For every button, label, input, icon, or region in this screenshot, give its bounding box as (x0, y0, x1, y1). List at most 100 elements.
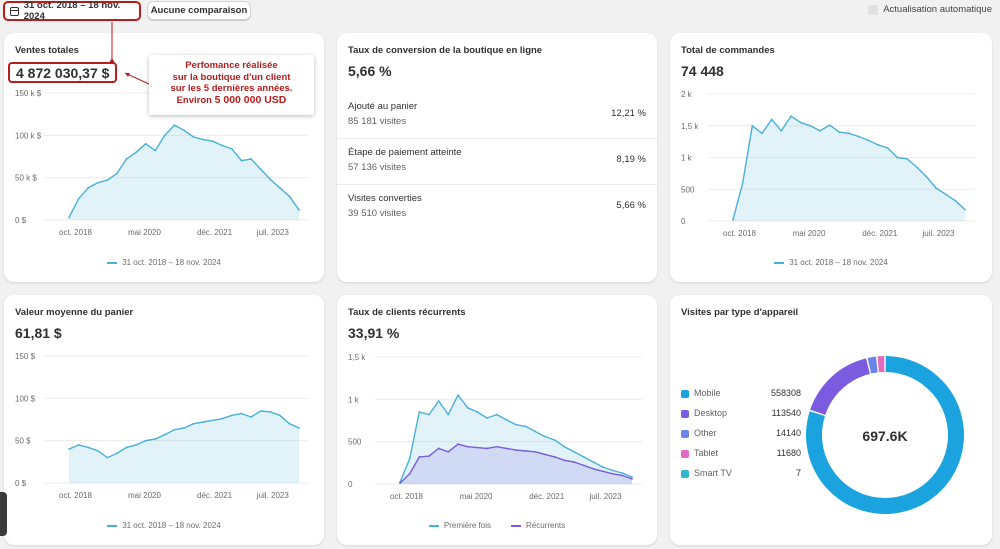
x-tick-label: juil. 2023 (256, 228, 290, 237)
data-point (250, 158, 252, 160)
donut-slice (810, 358, 870, 415)
device-legend-item[interactable]: Tablet 11680 (681, 446, 801, 466)
data-point (125, 446, 128, 449)
data-point (154, 438, 157, 440)
row-visits: 85 181 visites (348, 116, 407, 127)
x-tick-label: oct. 2018 (59, 228, 92, 237)
conversion-value: 5,66 % (348, 63, 392, 79)
device-legend-item[interactable]: Desktop 113540 (681, 406, 801, 426)
y-tick-label: 1,5 k (681, 122, 699, 131)
side-panel-handle[interactable] (0, 492, 7, 536)
data-point (515, 449, 517, 452)
device-value: 11680 (776, 448, 801, 458)
data-point (495, 445, 498, 448)
data-point (553, 439, 556, 441)
y-tick-label: 1,5 k (348, 353, 366, 362)
data-point (457, 394, 459, 396)
donut-slice (877, 356, 885, 373)
data-point (466, 406, 469, 409)
data-point (553, 456, 556, 458)
data-point (466, 445, 469, 448)
device-name: Other (694, 428, 717, 438)
data-point (534, 450, 537, 453)
y-tick-label: 0 (348, 480, 353, 489)
data-point (495, 413, 498, 416)
data-point (418, 411, 421, 413)
card-title: Visites par type d'appareil (681, 307, 799, 318)
performance-annotation: Perfomance réalisée sur la boutique d'un… (149, 55, 314, 115)
data-point (408, 457, 411, 460)
legend-item-returning[interactable]: Récurrents (511, 521, 565, 530)
legend-item[interactable]: 31 oct. 2018 – 18 nov. 2024 (774, 258, 888, 267)
date-range-button[interactable]: 31 oct. 2018 – 18 nov. 2024 (3, 0, 141, 22)
data-point (524, 450, 527, 452)
data-point (611, 469, 614, 472)
legend-label: Première fois (443, 521, 491, 530)
row-percent: 8,19 % (616, 154, 646, 165)
data-point (144, 439, 147, 442)
data-point (954, 199, 957, 202)
total-orders-value: 74 448 (681, 63, 724, 79)
data-point (848, 132, 850, 135)
data-point (761, 132, 763, 135)
data-point (68, 216, 70, 219)
legend-swatch-icon (681, 470, 689, 478)
series-area (733, 116, 965, 221)
legend-item[interactable]: 31 oct. 2018 – 18 nov. 2024 (107, 521, 221, 530)
data-point (437, 447, 440, 450)
data-point (486, 447, 488, 450)
data-point (582, 456, 585, 458)
device-donut-chart (806, 356, 964, 514)
avg-cart-card[interactable]: Valeur moyenne du panier 61,81 $ 0 $ 50 $… (4, 295, 324, 545)
data-point (447, 413, 450, 416)
data-point (278, 186, 281, 189)
total-orders-card[interactable]: Total de commandes 74 448 0 500 1 k 1,5 k 2 … (670, 33, 992, 282)
data-point (592, 467, 595, 470)
legend-item-first-time[interactable]: Première fois (428, 521, 491, 530)
data-point (621, 472, 624, 474)
x-tick-label: juil. 2023 (256, 491, 290, 500)
card-title: Taux de conversion de la boutique en lig… (348, 45, 543, 56)
data-point (106, 456, 109, 459)
device-legend-item[interactable]: Smart TV 7 (681, 466, 801, 486)
legend-item[interactable]: 31 oct. 2018 – 18 nov. 2024 (107, 258, 221, 267)
data-point (135, 151, 137, 154)
device-value: 113540 (771, 408, 801, 418)
data-point (163, 433, 166, 436)
data-point (154, 149, 157, 152)
y-tick-label: 1 k (681, 154, 693, 163)
data-point (288, 195, 291, 198)
legend-label: 31 oct. 2018 – 18 nov. 2024 (789, 258, 888, 267)
x-tick-label: mai 2020 (460, 492, 493, 501)
data-point (77, 197, 80, 200)
data-point (896, 156, 899, 159)
data-point (183, 427, 185, 429)
auto-refresh-toggle[interactable]: Actualisation automatique (868, 4, 992, 15)
y-tick-label: 0 $ (15, 216, 27, 225)
data-point (211, 419, 214, 422)
data-point (877, 143, 879, 146)
device-visits-card[interactable]: Visites par type d'appareil Mobile 558308… (670, 295, 992, 545)
device-legend-item[interactable]: Other 14140 (681, 426, 801, 446)
data-point (799, 121, 802, 124)
row-label: Ajouté au panier (348, 101, 418, 112)
data-point (906, 157, 908, 160)
card-title: Valeur moyenne du panier (15, 307, 134, 318)
data-point (106, 179, 109, 182)
auto-refresh-checkbox[interactable] (868, 4, 879, 15)
data-point (486, 417, 488, 419)
data-point (250, 416, 252, 418)
x-tick-label: déc. 2021 (197, 491, 233, 500)
row-percent: 12,21 % (611, 108, 646, 119)
data-point (563, 445, 566, 448)
data-point (192, 422, 195, 425)
comparison-button[interactable]: Aucune comparaison (147, 1, 251, 20)
data-point (534, 430, 537, 433)
device-name: Tablet (694, 448, 719, 458)
returning-customers-card[interactable]: Taux de clients récurrents 33,91 % 0 500 1… (337, 295, 657, 545)
device-legend-item[interactable]: Mobile 558308 (681, 386, 801, 406)
conversion-card[interactable]: Taux de conversion de la boutique en lig… (337, 33, 657, 282)
y-tick-label: 500 (348, 438, 362, 447)
legend-line-icon (428, 524, 439, 527)
y-tick-label: 50 k $ (15, 174, 37, 183)
